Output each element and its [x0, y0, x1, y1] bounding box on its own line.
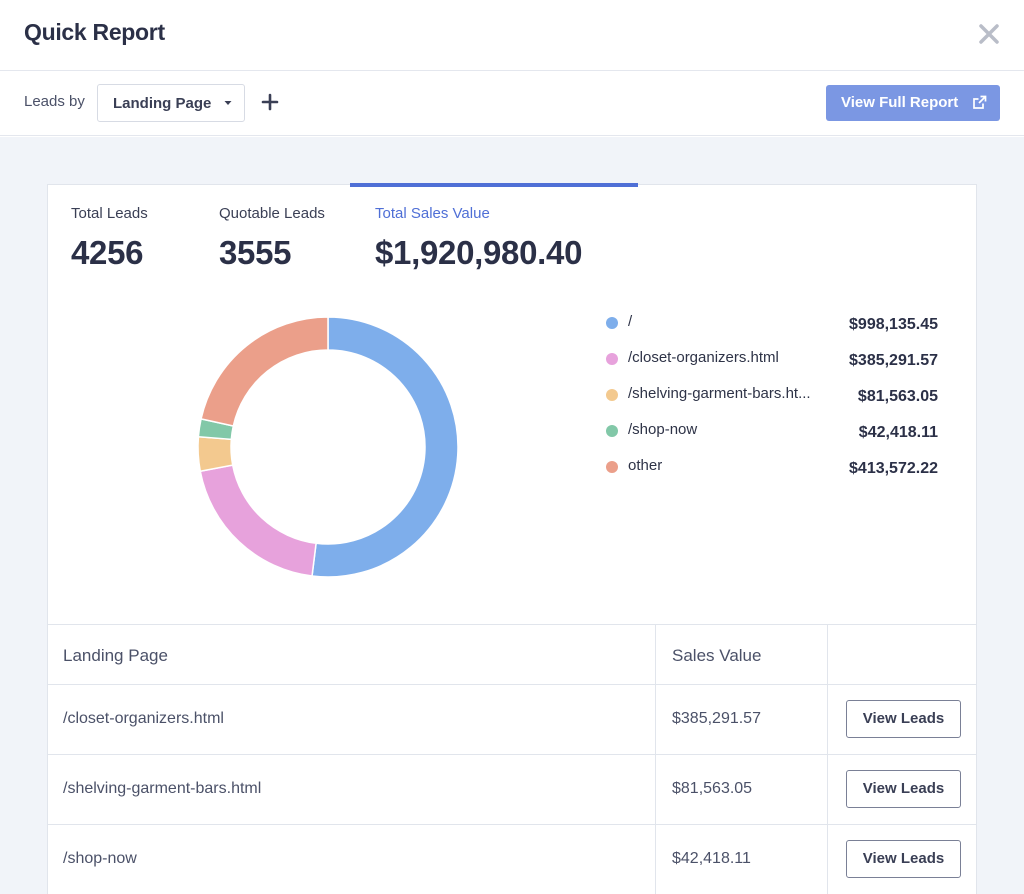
table-row: /shelving-garment-bars.html $81,563.05 V…	[47, 754, 977, 824]
cell-sales-value: $81,563.05	[656, 755, 828, 824]
legend-label: /closet-organizers.html	[628, 349, 779, 366]
legend-label: other	[628, 457, 663, 474]
sales-donut-chart	[197, 316, 459, 578]
table-header-row: Landing Page Sales Value	[47, 624, 977, 684]
cell-landing-page: /shelving-garment-bars.html	[47, 755, 656, 824]
cell-landing-page: /closet-organizers.html	[47, 685, 656, 754]
column-header: Sales Value	[672, 646, 762, 665]
legend-value: $413,572.22	[849, 460, 938, 477]
donut-slice[interactable]	[197, 435, 234, 473]
legend-item[interactable]: /shelving-garment-bars.ht... $81,563.05	[606, 384, 938, 420]
legend-value: $81,563.05	[857, 388, 938, 405]
header-cell-landing-page: Landing Page	[47, 625, 656, 684]
page-title: Quick Report	[24, 19, 165, 45]
stat-total-sales-value[interactable]: Total Sales Value $1,920,980.40	[375, 205, 582, 272]
group-by-select[interactable]: Landing Page	[97, 84, 245, 122]
header-cell-actions	[828, 625, 977, 684]
donut-slice[interactable]	[311, 316, 459, 578]
cell-sales-value: $385,291.57	[656, 685, 828, 754]
legend-value: $385,291.57	[849, 352, 938, 369]
landing-page-name: /shop-now	[63, 850, 137, 867]
legend-item[interactable]: /closet-organizers.html $385,291.57	[606, 348, 938, 384]
cell-landing-page: /shop-now	[47, 825, 656, 894]
active-stat-indicator	[350, 183, 638, 187]
close-icon[interactable]	[974, 19, 1004, 49]
legend-label: /shelving-garment-bars.ht...	[628, 385, 811, 402]
legend-swatch	[606, 389, 618, 401]
view-full-report-label: View Full Report	[841, 94, 959, 111]
cell-sales-value: $42,418.11	[656, 825, 828, 894]
landing-page-name: /closet-organizers.html	[63, 710, 224, 727]
stat-label: Total Leads	[71, 205, 148, 222]
legend-label: /	[628, 313, 633, 330]
report-toolbar: Leads by Landing Page View Full Report	[0, 71, 1024, 136]
legend-value: $42,418.11	[858, 424, 938, 441]
donut-slice[interactable]	[200, 316, 329, 427]
legend-swatch	[606, 425, 618, 437]
header-cell-sales-value: Sales Value	[656, 625, 828, 684]
cell-actions: View Leads	[828, 825, 977, 894]
view-leads-button[interactable]: View Leads	[846, 840, 961, 878]
landing-page-name: /shelving-garment-bars.html	[63, 780, 262, 797]
table-row: /closet-organizers.html $385,291.57 View…	[47, 684, 977, 754]
legend-item[interactable]: /shop-now $42,418.11	[606, 420, 938, 456]
legend-swatch	[606, 353, 618, 365]
sales-value: $385,291.57	[672, 710, 761, 727]
stat-label: Quotable Leads	[219, 205, 325, 222]
stat-value: 3555	[219, 234, 292, 271]
leads-by-label: Leads by	[24, 93, 85, 110]
cell-actions: View Leads	[828, 755, 977, 824]
plus-icon[interactable]	[260, 91, 280, 113]
stat-quotable-leads[interactable]: Quotable Leads 3555	[219, 205, 325, 272]
legend-item[interactable]: other $413,572.22	[606, 456, 938, 492]
legend-label: /shop-now	[628, 421, 698, 438]
landing-page-table: Landing Page Sales Value /closet-organiz…	[47, 624, 977, 894]
report-card	[47, 184, 977, 894]
stat-value: 4256	[71, 234, 144, 271]
cell-actions: View Leads	[828, 685, 977, 754]
sales-value: $81,563.05	[672, 780, 753, 797]
sales-value: $42,418.11	[672, 850, 751, 867]
view-full-report-button[interactable]: View Full Report	[826, 85, 1000, 121]
group-by-value: Landing Page	[113, 95, 212, 112]
stat-label: Total Sales Value	[375, 205, 490, 222]
legend-swatch	[606, 317, 618, 329]
modal-header: Quick Report	[0, 0, 1024, 71]
legend-value: $998,135.45	[849, 316, 938, 333]
table-row: /shop-now $42,418.11 View Leads	[47, 824, 977, 894]
view-leads-button[interactable]: View Leads	[846, 700, 961, 738]
legend-swatch	[606, 461, 618, 473]
chart-legend: / $998,135.45/closet-organizers.html $385,…	[606, 312, 938, 492]
stat-total-leads[interactable]: Total Leads 4256	[71, 205, 148, 272]
caret-down-icon	[224, 101, 232, 105]
external-link-icon	[973, 95, 987, 109]
legend-item[interactable]: / $998,135.45	[606, 312, 938, 348]
donut-slice[interactable]	[199, 464, 317, 577]
column-header: Landing Page	[63, 646, 168, 665]
view-leads-button[interactable]: View Leads	[846, 770, 961, 808]
stat-value: $1,920,980.40	[375, 234, 583, 271]
